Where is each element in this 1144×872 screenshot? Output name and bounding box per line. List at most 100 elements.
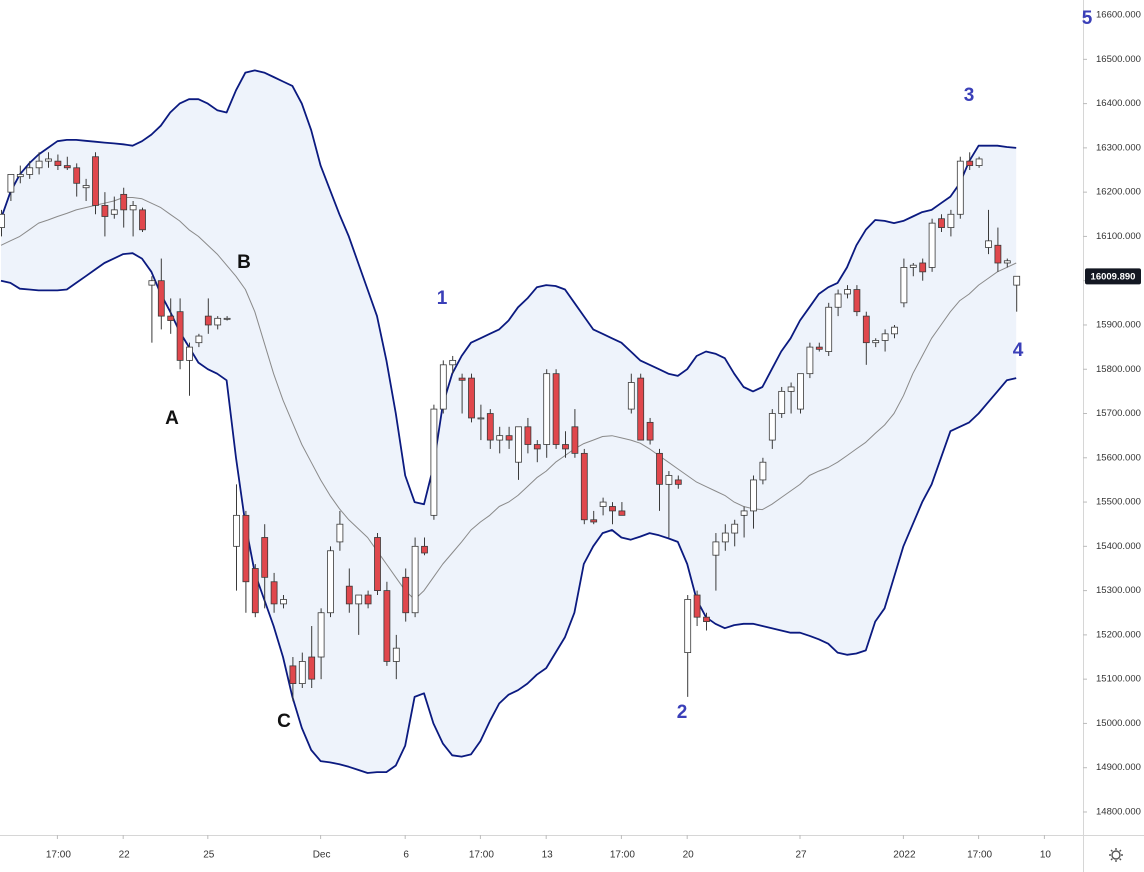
annotation: 2 (677, 702, 688, 723)
y-tick-label: 16300.000 (1096, 142, 1141, 153)
candle-body (590, 519, 598, 523)
candle-body (7, 174, 15, 193)
candle-body (844, 289, 851, 295)
band-fill (1, 70, 1017, 774)
axes-layer: 14800.00014900.00015000.00015100.0001520… (46, 10, 1141, 861)
candle-body (797, 373, 804, 410)
candle-body (543, 373, 551, 445)
candle-body (223, 317, 231, 320)
candle-body (73, 167, 81, 184)
candle-body (298, 661, 306, 684)
candle-body (975, 158, 983, 166)
candle-body (759, 461, 767, 481)
candle-body (421, 545, 428, 554)
candle-body (656, 452, 663, 485)
candle-body (129, 205, 137, 211)
candle-body (430, 408, 438, 516)
candle-body (289, 665, 297, 684)
candle-body (317, 612, 325, 658)
candle-body (411, 545, 419, 614)
candle-body (693, 594, 701, 618)
candle-body (139, 209, 146, 231)
candle-body (204, 315, 212, 326)
candle-body (900, 267, 908, 304)
x-tick-label: 13 (542, 850, 554, 861)
candle-body (740, 510, 748, 516)
y-tick-label: 14900.000 (1096, 762, 1141, 773)
annotation: B (237, 252, 251, 273)
candle-body (515, 426, 522, 463)
candle-body (684, 599, 692, 653)
x-tick-label: 10 (1040, 850, 1052, 861)
x-tick-label: 17:00 (46, 850, 71, 861)
candle-body (468, 377, 475, 419)
candle-body (627, 382, 635, 410)
y-tick-label: 15800.000 (1096, 364, 1141, 375)
candle-body (938, 218, 945, 228)
candle-body (712, 541, 720, 556)
y-tick-label: 16200.000 (1096, 187, 1141, 198)
candle-body (392, 647, 400, 662)
candle-body (280, 599, 287, 605)
candle-body (439, 364, 447, 410)
annotation: 1 (437, 288, 448, 309)
x-tick-label: 20 (683, 850, 695, 861)
candle-body (270, 581, 278, 605)
candle-body (355, 594, 363, 605)
candle-body (261, 537, 269, 578)
candle-body (919, 262, 927, 273)
candle-body (806, 346, 814, 375)
candle-body (120, 193, 128, 211)
y-tick-label: 16400.000 (1096, 98, 1141, 109)
x-tick-label: 6 (403, 850, 409, 861)
candle-body (26, 167, 34, 175)
last-price-label: 16009.890 (1091, 271, 1136, 282)
candle-body (872, 340, 880, 344)
candle-body (402, 576, 410, 614)
candle-body (327, 550, 334, 614)
candle-body (665, 475, 673, 485)
y-tick-label: 15300.000 (1096, 585, 1141, 596)
candle-body (956, 160, 964, 215)
candle-body (157, 280, 165, 317)
candle-body (486, 413, 494, 441)
candle-body (82, 185, 90, 189)
candle-body (881, 333, 889, 341)
candle-body (721, 532, 729, 543)
y-tick-label: 15600.000 (1096, 452, 1141, 463)
gear-teeth (1109, 848, 1123, 862)
candle-body (186, 346, 193, 361)
candle-body (505, 435, 513, 441)
candle-body (533, 444, 541, 450)
gear-ring (1111, 850, 1121, 860)
x-tick-label: 27 (795, 850, 807, 861)
candle-body (815, 346, 823, 350)
candle-body (966, 160, 974, 166)
candle-body (618, 510, 626, 516)
candle-body (768, 413, 776, 441)
settings-icon[interactable] (1109, 848, 1123, 862)
candle-body (345, 585, 353, 605)
annotation: C (277, 711, 291, 732)
x-tick-label: 17:00 (967, 850, 992, 861)
candle-body (251, 568, 259, 614)
candle-body (374, 537, 381, 592)
y-tick-label: 16600.000 (1096, 10, 1141, 21)
band-middle (0, 197, 1017, 600)
candle-body (646, 421, 654, 441)
candle-body (167, 315, 175, 321)
x-tick-label: 17:00 (610, 850, 635, 861)
candle-body (35, 160, 43, 169)
annotations-layer: B A C 1 2 3 4 5 (165, 8, 1093, 732)
candle-body (383, 590, 391, 662)
x-tick-label: 22 (119, 850, 131, 861)
candle-body (364, 594, 372, 605)
y-tick-label: 16500.000 (1096, 54, 1141, 65)
candle-body (994, 244, 1002, 264)
candle-body (750, 479, 757, 512)
candle-body (928, 222, 936, 268)
y-tick-label: 15100.000 (1096, 674, 1141, 685)
band-upper (0, 69, 1017, 506)
candle-body (458, 377, 466, 381)
